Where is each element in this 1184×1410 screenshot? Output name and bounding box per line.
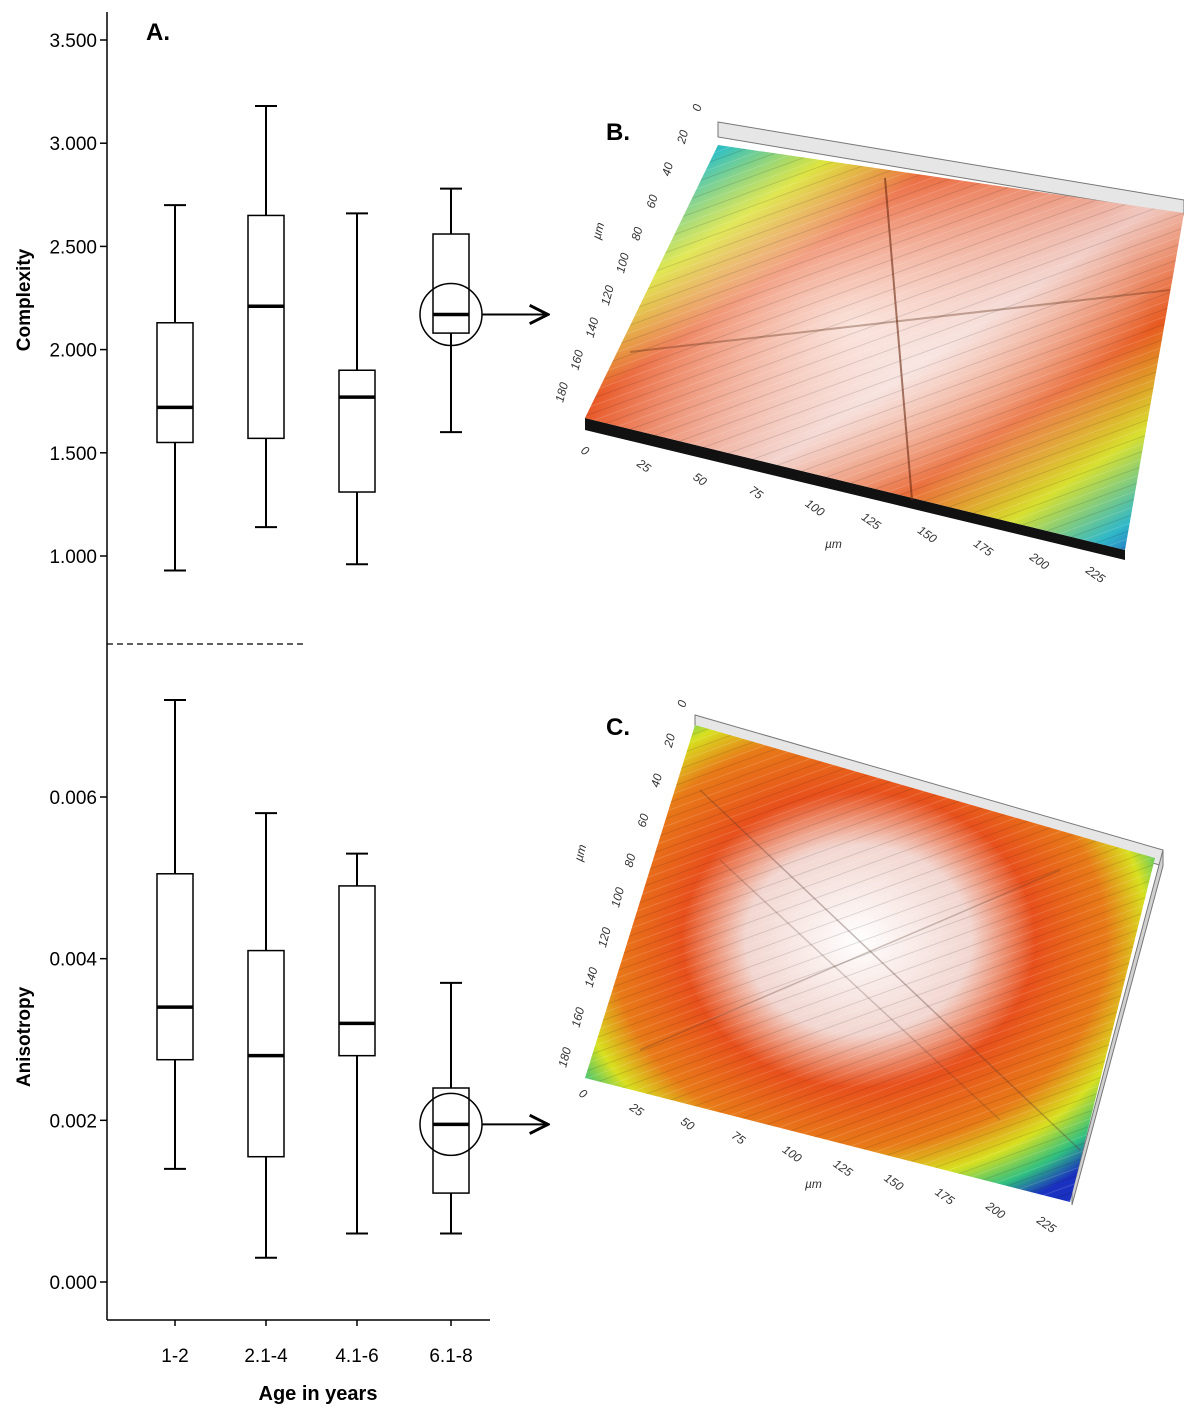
surface-b-y-tick-label: 80 <box>628 225 645 242</box>
surface-c-x-tick-label: 75 <box>729 1128 748 1147</box>
surface-c-y-tick-label: 20 <box>661 732 678 750</box>
boxplot-panel: 1.000 1.500 2.000 2.500 3.000 3.500 Complexity… <box>14 12 548 1405</box>
y-tick-label: 1.500 <box>49 444 97 465</box>
y-axis-label: Complexity <box>14 248 35 351</box>
surface-b-groove <box>629 289 1171 353</box>
surface-c-x-tick-label: 0 <box>576 1086 590 1101</box>
surface-b-y-unit: µm <box>589 221 607 241</box>
surface-c-y-tick-label: 80 <box>621 852 638 869</box>
surface-b-x-tick-label: 50 <box>690 470 709 489</box>
surface-c-x-tick-label: 50 <box>678 1114 697 1133</box>
surface-b-x-tick-label: 175 <box>971 536 996 559</box>
surface-b-y-ticks: 0 20 40 60 80 100 120 140 160 180 <box>552 102 704 403</box>
x-tick-label: 6.1-8 <box>429 1346 472 1367</box>
surface-b-y-tick-label: 100 <box>613 251 632 274</box>
surface-c-y-tick-label: 60 <box>635 812 652 829</box>
surface-c-y-tick-label: 100 <box>608 885 627 908</box>
surface-c-x-tick-label: 225 <box>1033 1212 1059 1236</box>
y-tick-label: 0.004 <box>49 950 97 971</box>
surface-b-x-tick-label: 100 <box>803 496 828 519</box>
surface-c-x-tick-label: 25 <box>626 1100 646 1120</box>
surface-c-groove <box>719 859 1001 1121</box>
y-axis-label: Anisotropy <box>14 986 35 1087</box>
surface-c-x-tick-label: 125 <box>831 1157 856 1180</box>
panel-label-c: C. <box>606 714 630 741</box>
surface-c-y-ticks: 0 20 40 60 80 100 120 140 160 180 <box>555 698 689 1068</box>
surface-b-groove <box>884 177 913 501</box>
panel-label-b: B. <box>606 119 630 146</box>
y-tick-label: 3.000 <box>49 134 97 155</box>
surface-b-y-tick-label: 40 <box>659 161 676 178</box>
surface-b-x-tick-label: 200 <box>1026 549 1052 573</box>
surface-c-y-tick-label: 0 <box>674 698 689 708</box>
y-tick-label: 0.006 <box>49 788 97 809</box>
surface-c-texture <box>585 725 1155 1202</box>
surface-b-y-tick-label: 20 <box>674 128 691 146</box>
y-tick-label: 1.000 <box>49 547 97 568</box>
x-axis-label: Age in years <box>259 1383 378 1405</box>
y-tick-label: 0.000 <box>49 1273 97 1294</box>
surface-b-y-tick-label: 120 <box>598 283 617 306</box>
surface-c-y-unit: µm <box>571 843 589 863</box>
surface-c-groove <box>699 789 1081 1151</box>
surface-c-x-tick-label: 100 <box>780 1142 805 1165</box>
x-tick-label: 1-2 <box>161 1346 188 1367</box>
surface-plot-b: µm µm 0 25 50 75 100 125 150 175 200 225 0 20 40 60 8… <box>552 102 1184 586</box>
surface-c-x-tick-label: 150 <box>882 1171 907 1194</box>
box-iqr <box>432 1087 470 1194</box>
surface-c-y-tick-label: 40 <box>648 772 665 789</box>
surface-b-x-unit: µm <box>825 537 842 551</box>
box-iqr <box>338 369 376 493</box>
surface-b-x-tick-label: 150 <box>915 523 940 546</box>
y-tick-label: 0.002 <box>49 1111 97 1132</box>
surface-b-y-tick-label: 180 <box>552 380 571 403</box>
surface-c-x-tick-label: 175 <box>932 1185 957 1208</box>
surface-c-y-tick-label: 140 <box>582 965 601 988</box>
box-iqr <box>338 885 376 1057</box>
surface-c-x-tick-label: 200 <box>983 1198 1009 1222</box>
panel-label-a: A. <box>146 19 170 46</box>
surface-c-x-unit: µm <box>805 1177 822 1191</box>
y-tick-label: 2.500 <box>49 237 97 258</box>
surface-b-y-tick-label: 60 <box>644 193 661 210</box>
surface-c-groove <box>639 869 1061 1051</box>
x-tick-label: 4.1-6 <box>335 1346 378 1367</box>
box-iqr <box>156 873 194 1061</box>
surface-b-y-tick-label: 140 <box>583 316 602 339</box>
surface-b-x-tick-label: 25 <box>634 456 654 476</box>
surface-b-texture <box>585 145 1184 550</box>
surface-b-x-tick-label: 75 <box>747 483 766 502</box>
surface-c-wall-right <box>1071 849 1164 1206</box>
x-tick-label: 2.1-4 <box>244 1346 288 1367</box>
surface-b-y-tick-label: 160 <box>568 348 587 371</box>
box-iqr <box>156 322 194 444</box>
surface-b-y-tick-label: 0 <box>689 102 704 112</box>
y-tick-label: 3.500 <box>49 31 97 52</box>
surface-plot-c: µm µm 0 25 50 75 100 125 150 175 200 225 0 20 40 60 8… <box>555 698 1164 1236</box>
surface-b-x-tick-label: 0 <box>578 443 592 458</box>
y-tick-label: 2.000 <box>49 341 97 362</box>
surface-c-y-tick-label: 160 <box>569 1005 588 1028</box>
box-iqr <box>247 214 285 440</box>
surface-b-x-tick-label: 125 <box>859 510 884 533</box>
surface-c-y-tick-label: 180 <box>555 1045 574 1068</box>
surface-c-y-tick-label: 120 <box>595 925 614 948</box>
surface-b-wall <box>717 121 1184 216</box>
surface-b-x-tick-label: 225 <box>1082 562 1108 586</box>
surface-b-base <box>585 418 1125 560</box>
box-iqr <box>247 949 285 1158</box>
